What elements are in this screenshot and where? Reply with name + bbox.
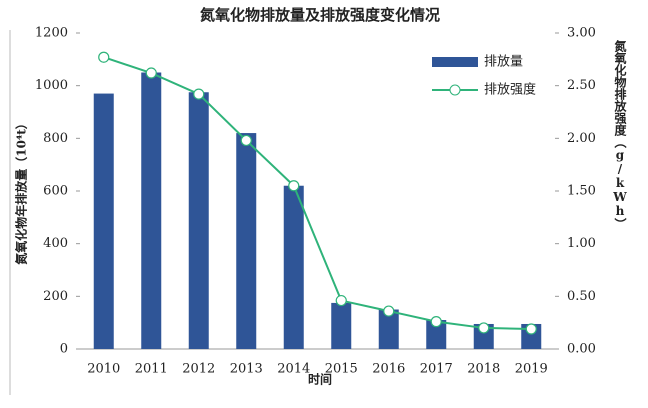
- y-axis-label: 氮氧化物年排放量（10⁴t）: [14, 117, 29, 265]
- bar: [283, 185, 304, 349]
- y-tick-label: 400: [43, 236, 68, 251]
- y2-tick-label: 2.00: [567, 131, 596, 146]
- bar: [426, 320, 447, 349]
- x-tick-label: 2012: [182, 362, 215, 377]
- bar: [331, 302, 352, 349]
- bar: [378, 309, 399, 349]
- y2-tick-label: 0.50: [567, 289, 596, 304]
- y-tick-label: 200: [43, 289, 68, 304]
- x-tick-label: 2015: [325, 362, 358, 377]
- x-tick-label: 2018: [467, 362, 500, 377]
- line-marker: [430, 316, 442, 328]
- bar: [141, 72, 162, 349]
- line: [103, 56, 532, 330]
- bar: [236, 133, 257, 349]
- x-tick-label: 2019: [515, 362, 548, 377]
- line-marker: [288, 180, 300, 192]
- line-marker: [383, 305, 395, 317]
- x-tick-label: 2017: [420, 362, 453, 377]
- line-marker: [335, 294, 347, 307]
- y-tick-label: 1200: [35, 26, 68, 41]
- legend-marker: [449, 84, 461, 96]
- x-tick-label: 2016: [372, 362, 405, 377]
- bar: [93, 93, 114, 349]
- y2-tick-label: 1.50: [567, 184, 596, 199]
- x-axis-label: 时间: [308, 372, 332, 387]
- legend-swatch: [432, 57, 478, 67]
- line-marker: [193, 88, 205, 100]
- y-tick-label: 600: [43, 184, 68, 199]
- legend-label: 排放量: [484, 55, 523, 70]
- y2-tick-label: 1.00: [567, 236, 596, 251]
- line-marker: [145, 67, 157, 79]
- line-marker: [98, 51, 110, 63]
- y2-tick-label: 2.50: [567, 78, 596, 93]
- y-tick-label: 1000: [35, 78, 68, 93]
- y-tick-label: 0: [60, 342, 68, 357]
- x-tick-label: 2011: [135, 362, 168, 377]
- y2-tick-label: 3.00: [567, 26, 596, 41]
- chart-title: 氮氧化物排放量及排放强度变化情况: [200, 6, 440, 24]
- legend-label: 排放强度: [484, 82, 536, 98]
- x-tick-label: 2010: [87, 362, 120, 377]
- bar: [188, 92, 209, 349]
- y-tick-label: 800: [43, 131, 68, 146]
- y2-axis-label: 氮氧化物排放强度（g/kWh）: [613, 39, 628, 230]
- y2-tick-label: 0.00: [567, 342, 596, 357]
- x-tick-label: 2013: [230, 362, 263, 377]
- line-marker: [525, 323, 537, 335]
- line-marker: [478, 322, 490, 334]
- line-marker: [240, 134, 252, 147]
- x-tick-label: 2014: [277, 362, 310, 377]
